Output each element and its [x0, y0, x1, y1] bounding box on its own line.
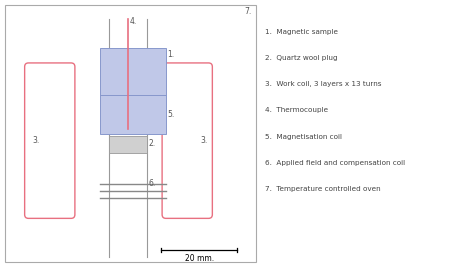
Text: 1.  Magnetic sample: 1. Magnetic sample: [265, 29, 338, 35]
Text: 3.: 3.: [200, 136, 208, 145]
Bar: [109, 136, 147, 152]
Bar: [100, 48, 166, 95]
Text: 7.  Temperature controlled oven: 7. Temperature controlled oven: [265, 186, 381, 192]
Text: 6.  Applied field and compensation coil: 6. Applied field and compensation coil: [265, 160, 406, 166]
Text: 2.: 2.: [148, 139, 155, 148]
Text: 5.: 5.: [167, 110, 174, 119]
Text: 2.  Quartz wool plug: 2. Quartz wool plug: [265, 55, 338, 61]
Text: 5.  Magnetisation coil: 5. Magnetisation coil: [265, 134, 342, 139]
Bar: [5, 5, 256, 262]
FancyBboxPatch shape: [25, 63, 75, 218]
FancyBboxPatch shape: [162, 63, 212, 218]
Text: 20 mm.: 20 mm.: [184, 254, 214, 263]
Text: 4.  Thermocouple: 4. Thermocouple: [265, 107, 328, 113]
Text: 1.: 1.: [167, 50, 174, 59]
Text: 3.: 3.: [32, 136, 39, 145]
Bar: [100, 95, 166, 134]
Text: 4.: 4.: [129, 17, 137, 26]
Text: 3.  Work coil, 3 layers x 13 turns: 3. Work coil, 3 layers x 13 turns: [265, 81, 382, 87]
Text: 7.: 7.: [244, 7, 251, 16]
Text: 6.: 6.: [148, 179, 155, 188]
